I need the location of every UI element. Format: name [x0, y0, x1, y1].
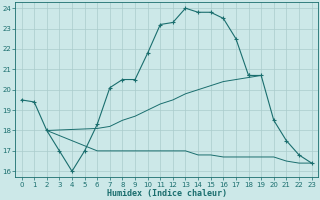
X-axis label: Humidex (Indice chaleur): Humidex (Indice chaleur)	[107, 189, 227, 198]
